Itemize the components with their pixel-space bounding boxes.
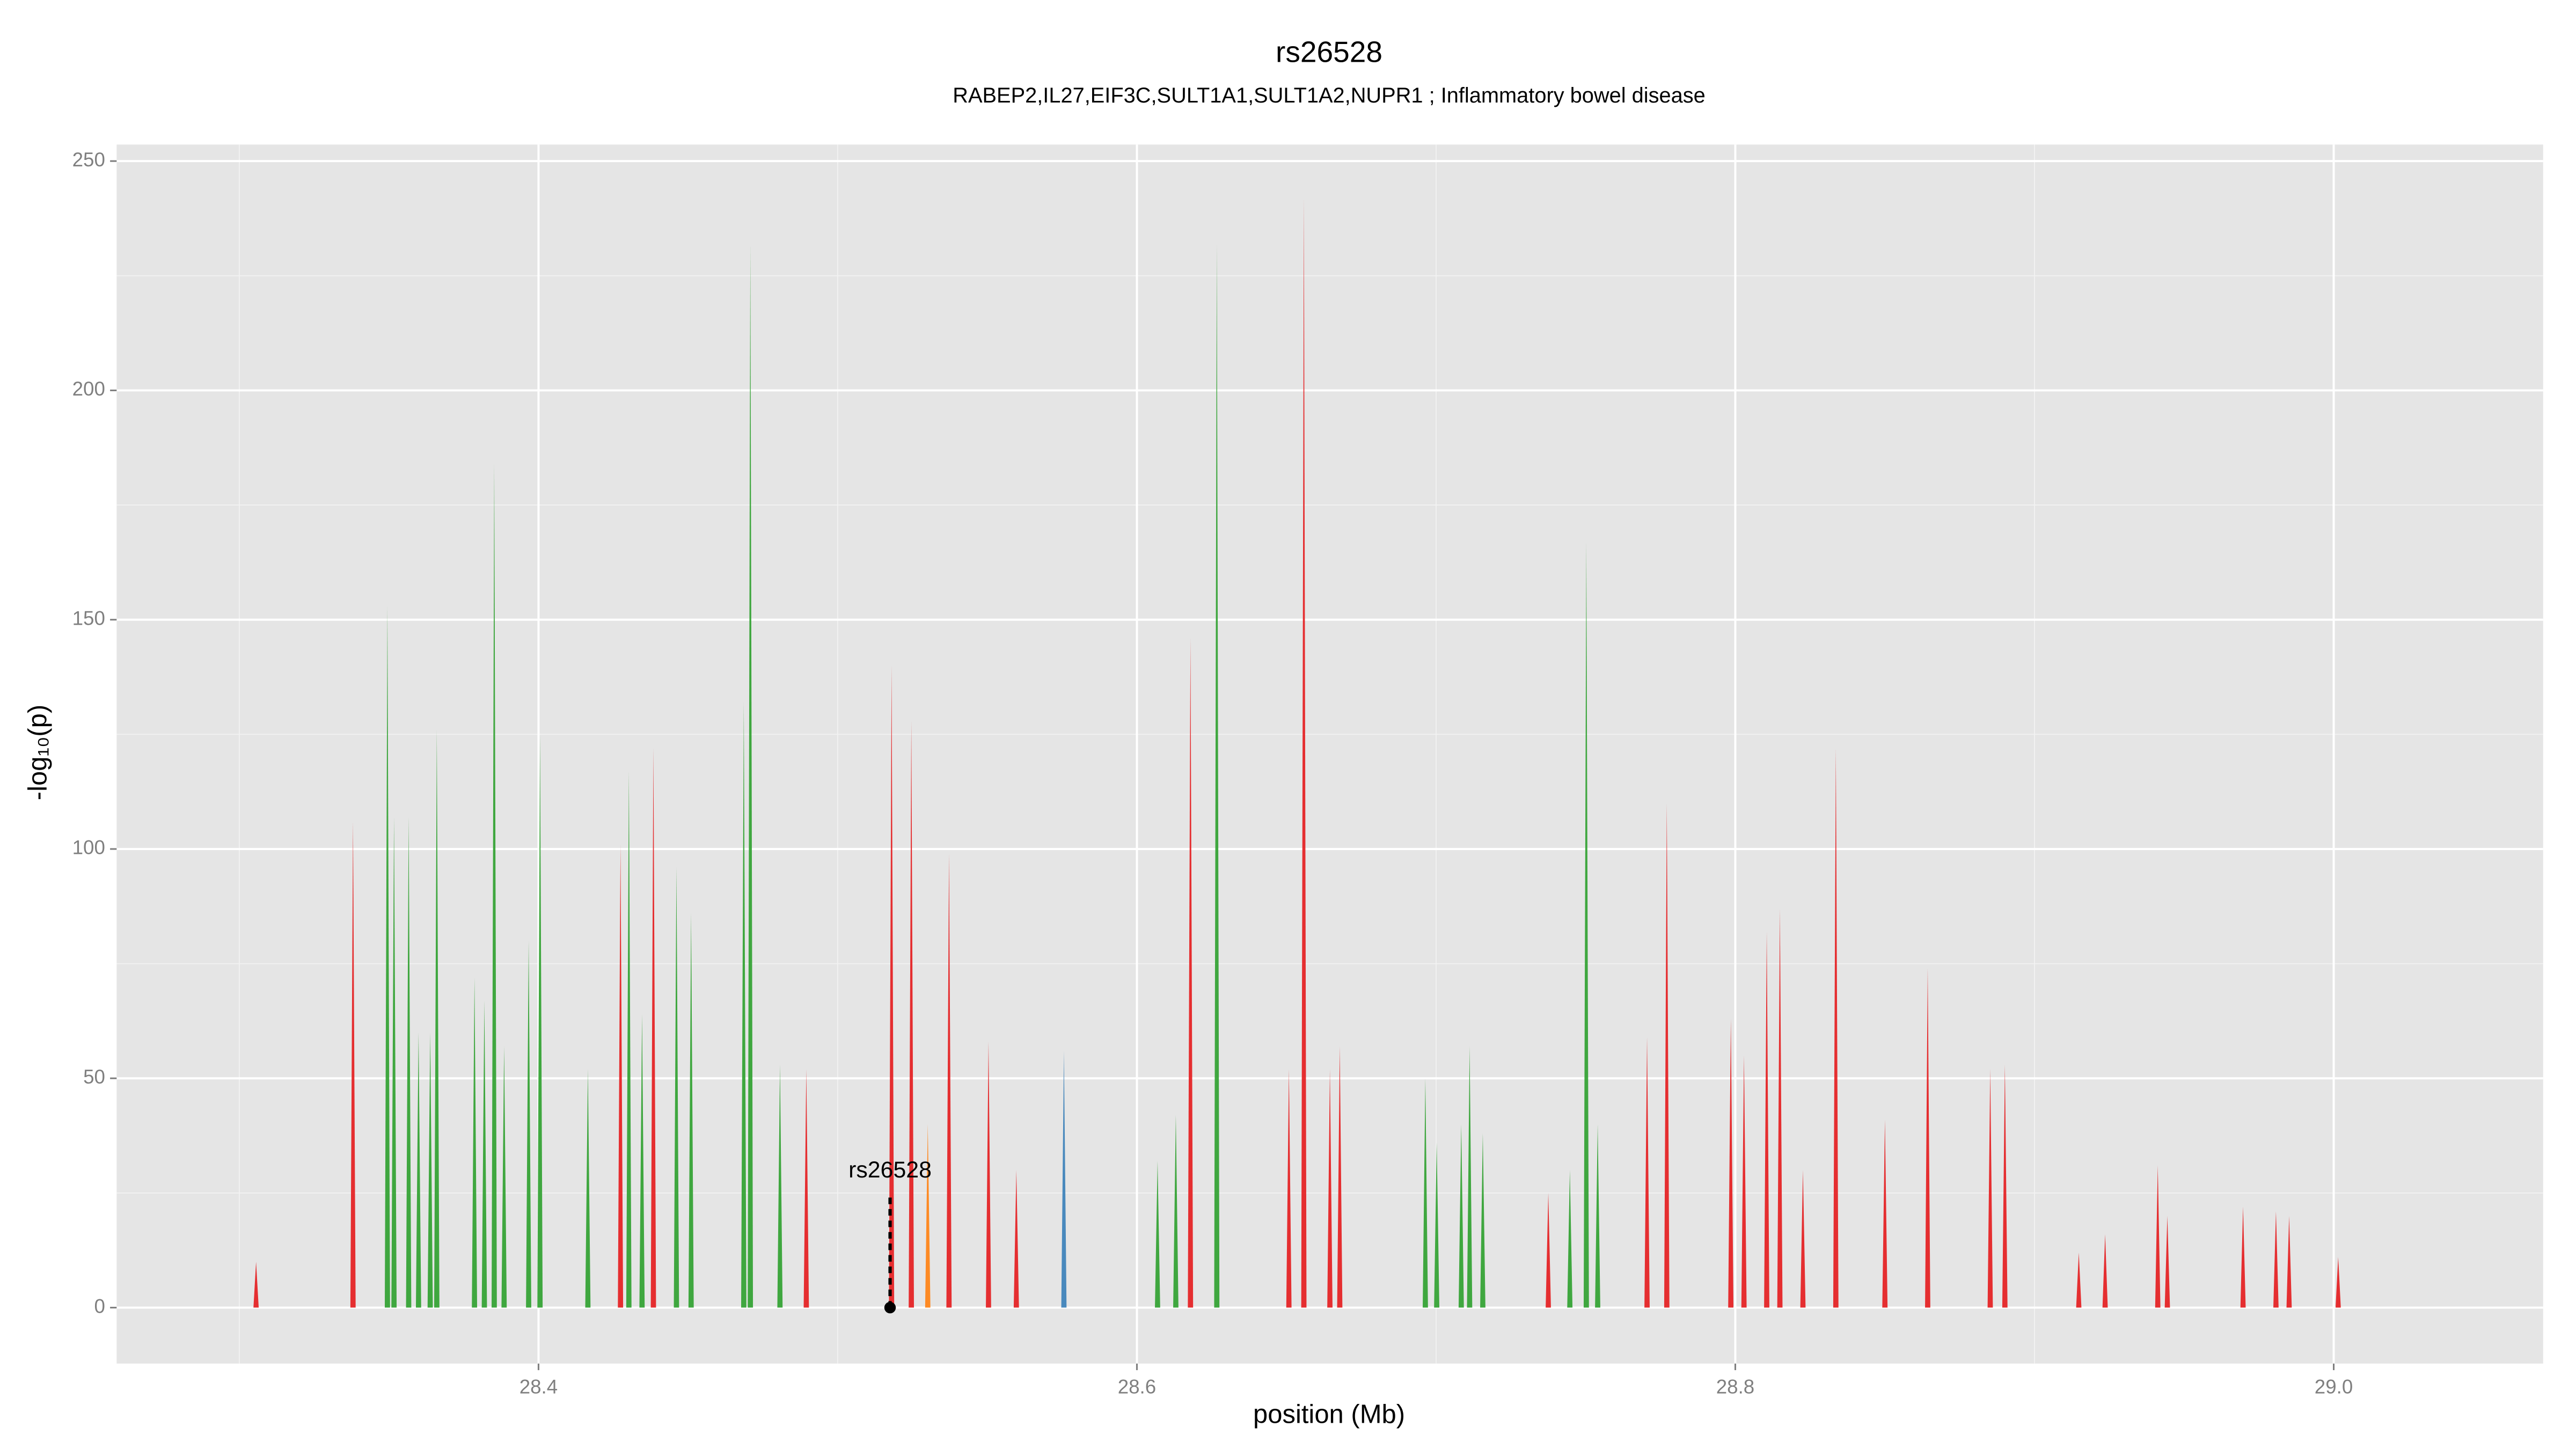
spike: [1423, 1078, 1428, 1308]
spike: [1327, 1069, 1333, 1308]
spike: [537, 734, 543, 1308]
spike: [2273, 1211, 2279, 1308]
spike: [1583, 541, 1589, 1308]
x-tick-label: 28.8: [1716, 1375, 1754, 1397]
spike: [889, 665, 895, 1308]
spike: [2286, 1216, 2292, 1308]
spike: [526, 940, 531, 1308]
spike: [1188, 638, 1194, 1308]
spike: [688, 913, 694, 1308]
spike: [481, 1000, 487, 1308]
spike: [427, 1032, 433, 1308]
spike: [1337, 1046, 1343, 1308]
y-tick-label: 0: [94, 1295, 105, 1317]
y-tick-label: 250: [72, 149, 105, 171]
spike: [741, 702, 747, 1308]
spike: [803, 1069, 809, 1308]
chart-title: rs26528: [1276, 35, 1382, 69]
spike: [626, 771, 632, 1308]
spike: [1173, 1115, 1179, 1308]
spike: [472, 977, 478, 1308]
x-axis-label: position (Mb): [1253, 1400, 1405, 1429]
spike: [501, 1046, 507, 1308]
annotation-label: rs26528: [848, 1157, 932, 1183]
spike: [1833, 748, 1839, 1308]
spike: [2002, 1064, 2008, 1308]
spike: [1286, 1069, 1292, 1308]
spike: [986, 1041, 991, 1308]
spike: [1595, 1124, 1600, 1308]
spike: [618, 844, 624, 1308]
spike: [406, 817, 412, 1308]
spike: [1764, 931, 1769, 1308]
spike: [1777, 909, 1783, 1308]
spike: [2164, 1216, 2170, 1308]
spike: [585, 1069, 591, 1308]
spike: [492, 464, 497, 1308]
spike: [639, 1014, 645, 1308]
spike: [777, 1064, 783, 1308]
spike: [2335, 1257, 2341, 1308]
spike: [434, 729, 440, 1308]
spike: [2240, 1206, 2246, 1308]
spike: [1567, 1170, 1573, 1308]
spike: [1800, 1170, 1806, 1308]
spike: [1741, 1055, 1747, 1308]
spike: [674, 867, 679, 1308]
y-axis-label: -log₁₀(p): [23, 705, 52, 800]
spike: [1434, 1142, 1439, 1308]
spike: [1480, 1133, 1485, 1308]
x-tick-label: 28.4: [519, 1375, 558, 1397]
spike: [1664, 803, 1670, 1308]
x-tick-label: 28.6: [1118, 1375, 1156, 1397]
x-tick-label: 29.0: [2315, 1375, 2353, 1397]
spike: [1061, 1051, 1067, 1308]
spike: [1214, 243, 1220, 1308]
spike: [350, 821, 356, 1308]
spike: [650, 748, 656, 1308]
spike: [1987, 1069, 1993, 1308]
spike: [909, 720, 914, 1308]
spike: [1467, 1046, 1473, 1308]
spike: [1644, 1037, 1650, 1308]
spike: [925, 1124, 931, 1308]
spike: [1546, 1192, 1551, 1308]
spike: [1155, 1161, 1160, 1308]
spike: [1458, 1124, 1464, 1308]
spike: [2102, 1234, 2108, 1308]
y-tick-label: 50: [83, 1066, 105, 1088]
spike: [748, 243, 753, 1308]
y-tick-label: 150: [72, 607, 105, 629]
spike: [415, 1032, 421, 1308]
spike: [1882, 1119, 1888, 1308]
spike: [1728, 1019, 1734, 1308]
chart-subtitle: RABEP2,IL27,EIF3C,SULT1A1,SULT1A2,NUPR1 …: [953, 84, 1706, 107]
spike: [1013, 1170, 1019, 1308]
spike: [1301, 197, 1307, 1308]
spike: [946, 853, 952, 1308]
highlight-point: [884, 1301, 896, 1314]
spike: [1925, 968, 1930, 1308]
spike: [384, 606, 390, 1308]
y-tick-label: 200: [72, 378, 105, 400]
spike: [2155, 1165, 2161, 1308]
spike: [391, 817, 397, 1308]
y-tick-label: 100: [72, 837, 105, 859]
spike: [253, 1262, 259, 1308]
spike: [2076, 1253, 2082, 1308]
